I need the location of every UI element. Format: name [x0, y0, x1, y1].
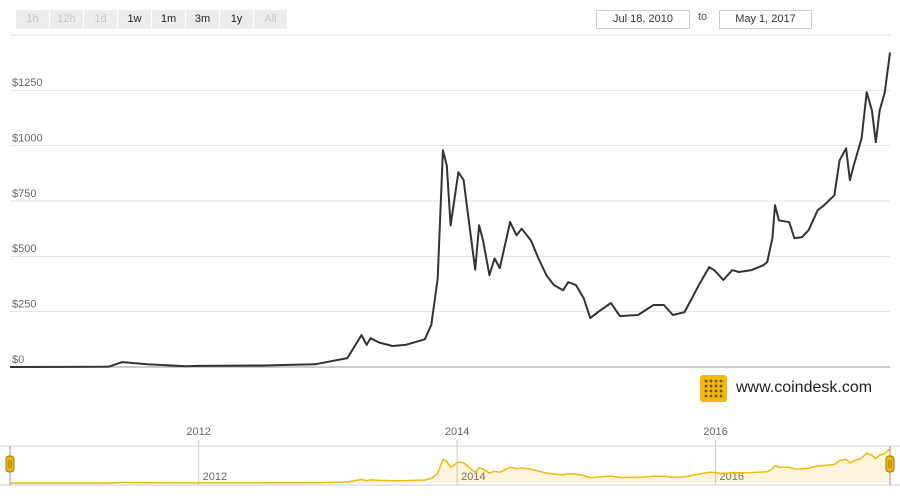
- price-line: [9, 52, 891, 368]
- navigator-area: [10, 448, 890, 483]
- x-tick-label: 2012: [186, 426, 210, 438]
- range-button[interactable]: 1y: [220, 10, 253, 29]
- range-button[interactable]: 3m: [186, 10, 219, 29]
- date-to[interactable]: May 1, 2017: [719, 10, 812, 29]
- date-from[interactable]: Jul 18, 2010: [596, 10, 690, 29]
- range-button: 1d: [84, 10, 117, 29]
- range-button: All: [254, 10, 287, 29]
- range-button: 1h: [16, 10, 49, 29]
- navigator-line: [10, 448, 891, 484]
- range-button[interactable]: 1m: [152, 10, 185, 29]
- brand: www.coindesk.com: [735, 379, 872, 396]
- range-button[interactable]: 1w: [118, 10, 151, 29]
- y-tick-label: $250: [12, 299, 36, 311]
- brand-logo: [700, 375, 727, 402]
- y-tick-label: $1000: [12, 133, 43, 145]
- handle-body: [5, 455, 15, 473]
- handle-body: [885, 455, 895, 473]
- x-tick-label: 2014: [445, 426, 469, 438]
- y-tick-label: $750: [12, 188, 36, 200]
- range-button: 12h: [50, 10, 83, 29]
- y-tick-label: $500: [12, 243, 36, 255]
- range-buttons: 1h 12h 1d 1w 1m 3m 1y All: [16, 10, 287, 29]
- y-tick-label: $0: [12, 354, 24, 366]
- navigator-handle[interactable]: [885, 455, 895, 473]
- navigator-tick-label: 2014: [461, 471, 485, 483]
- y-tick-label: $1250: [12, 77, 43, 89]
- navigator-tick-label: 2012: [203, 471, 227, 483]
- navigator-handle[interactable]: [5, 455, 15, 473]
- date-separator: to: [698, 11, 708, 23]
- x-tick-label: 2016: [703, 426, 727, 438]
